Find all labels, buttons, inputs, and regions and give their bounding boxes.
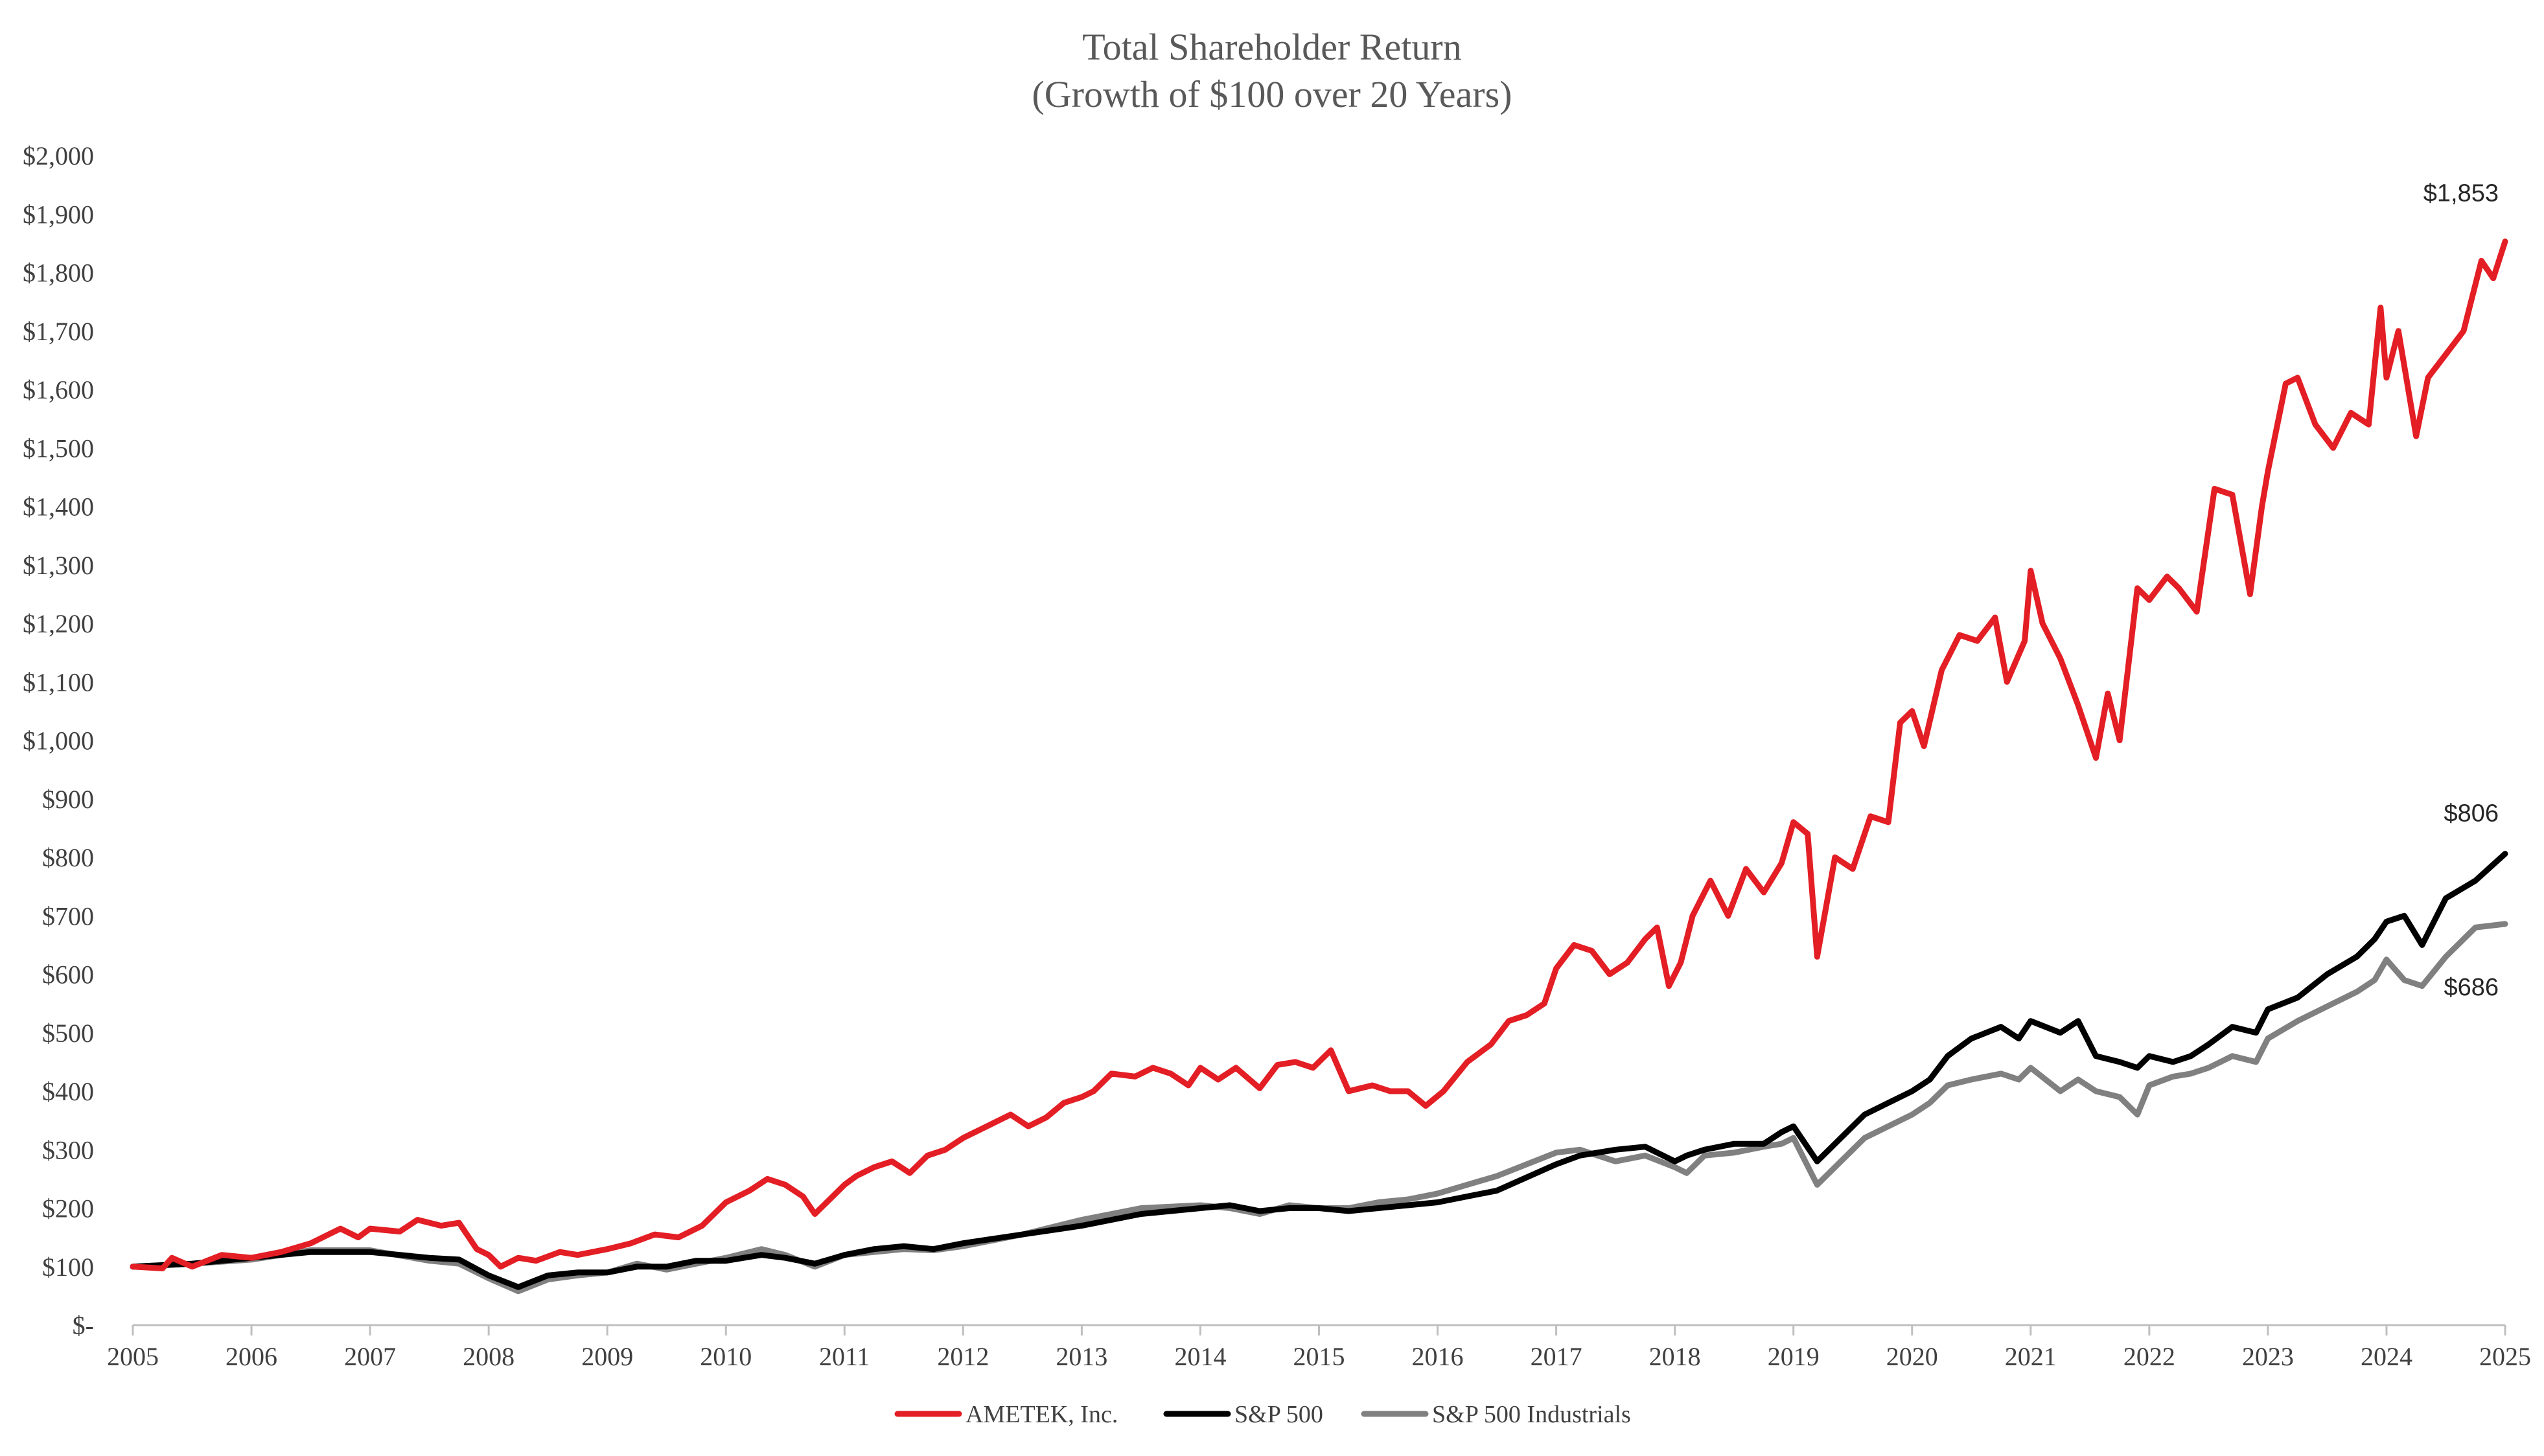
- x-tick-label: 2016: [1412, 1342, 1464, 1371]
- chart-subtitle: (Growth of $100 over 20 Years): [1032, 73, 1512, 115]
- end-value-label: $686: [2444, 974, 2499, 1001]
- legend-label: S&P 500 Industrials: [1432, 1401, 1631, 1428]
- x-tick-label: 2018: [1649, 1342, 1701, 1371]
- x-tick-label: 2015: [1293, 1342, 1345, 1371]
- x-tick-label: 2012: [937, 1342, 989, 1371]
- x-axis: 2005 2006 2007 2008 2009 2010 2011 2012 2013 2014…: [107, 1324, 2531, 1371]
- y-tick-label: $1,200: [23, 609, 94, 638]
- end-value-label: $1,853: [2423, 180, 2499, 207]
- x-tick-label: 2008: [463, 1342, 515, 1371]
- legend-label: S&P 500: [1234, 1401, 1323, 1428]
- x-tick-label: 2025: [2479, 1342, 2531, 1371]
- x-tick-label: 2020: [1886, 1342, 1938, 1371]
- end-labels: $1,853 $806 $686: [2423, 180, 2499, 1001]
- x-tick-label: 2024: [2361, 1342, 2412, 1371]
- y-tick-label: $500: [42, 1019, 94, 1048]
- x-tick-label: 2017: [1531, 1342, 1582, 1371]
- y-axis: $- $100 $200 $300 $400 $500 $600 $700 $800 $900 $1…: [23, 141, 94, 1340]
- y-tick-label: $1,800: [23, 259, 94, 288]
- series-line-s-p-500-industrials: [130, 921, 2508, 1295]
- legend-label: AMETEK, Inc.: [966, 1401, 1118, 1428]
- y-tick-label: $700: [42, 901, 94, 930]
- plot-area: [130, 238, 2508, 1295]
- x-tick-label: 2013: [1056, 1342, 1107, 1371]
- y-tick-label: $1,000: [23, 726, 94, 756]
- x-tick-label: 2007: [344, 1342, 396, 1371]
- y-tick-label: $100: [42, 1253, 94, 1282]
- y-tick-label: $-: [73, 1311, 94, 1340]
- y-tick-label: $900: [42, 785, 94, 814]
- x-tick-label: 2006: [225, 1342, 277, 1371]
- x-tick-label: 2022: [2123, 1342, 2175, 1371]
- y-tick-label: $200: [42, 1194, 94, 1223]
- series-line-s-p-500: [130, 851, 2508, 1290]
- y-tick-label: $1,600: [23, 375, 94, 404]
- x-tick-label: 2009: [581, 1342, 633, 1371]
- y-tick-label: $300: [42, 1135, 94, 1164]
- series-line-ametek-inc: [130, 238, 2508, 1271]
- legend: AMETEK, Inc. S&P 500 S&P 500 Industrials: [894, 1401, 1631, 1428]
- y-tick-label: $1,100: [23, 667, 94, 697]
- y-tick-label: $1,400: [23, 492, 94, 522]
- y-tick-label: $600: [42, 960, 94, 989]
- x-tick-label: 2023: [2242, 1342, 2294, 1371]
- y-tick-label: $1,900: [23, 200, 94, 229]
- y-tick-label: $1,500: [23, 433, 94, 463]
- y-tick-label: $400: [42, 1077, 94, 1106]
- chart-title: Total Shareholder Return: [1082, 26, 1461, 68]
- end-value-label: $806: [2444, 800, 2499, 827]
- y-tick-label: $800: [42, 843, 94, 872]
- x-tick-label: 2014: [1174, 1342, 1226, 1371]
- y-tick-label: $1,700: [23, 317, 94, 346]
- x-tick-label: 2021: [2005, 1342, 2057, 1371]
- x-tick-label: 2011: [819, 1342, 870, 1371]
- y-tick-label: $1,300: [23, 551, 94, 580]
- x-tick-label: 2019: [1768, 1342, 1820, 1371]
- x-tick-label: 2010: [700, 1342, 752, 1371]
- y-tick-label: $2,000: [23, 141, 94, 170]
- x-tick-label: 2005: [107, 1342, 159, 1371]
